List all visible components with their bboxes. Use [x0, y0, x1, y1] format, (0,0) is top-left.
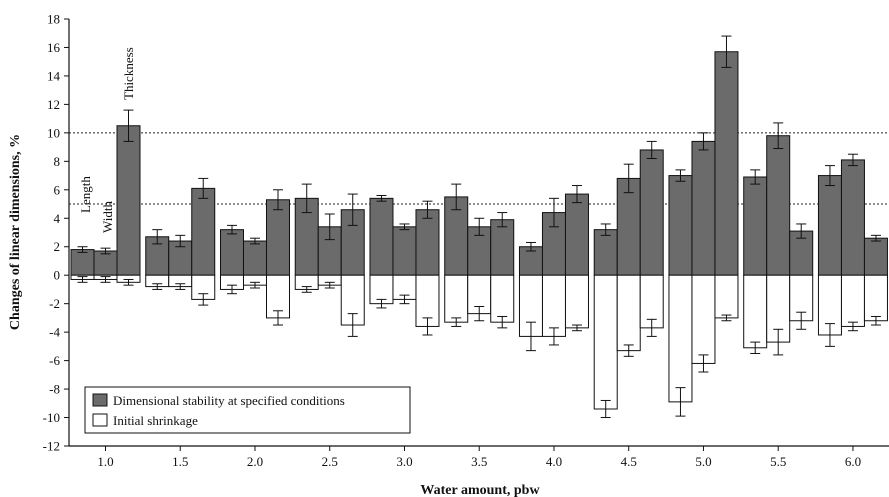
bar-dimensional-stability [817, 175, 842, 276]
bar-dimensional-stability [840, 159, 865, 276]
bar-dimensional-stability [392, 226, 417, 276]
bar-initial-shrinkage [490, 274, 515, 323]
x-axis-title: Water amount, pbw [420, 483, 540, 497]
x-tick-label: 1.0 [97, 454, 113, 469]
y-tick-label: 4 [54, 211, 61, 226]
legend-swatch-stability [92, 393, 108, 407]
y-tick-label: -4 [49, 325, 60, 340]
y-tick-label: 8 [54, 154, 61, 169]
y-tick-label: 12 [47, 97, 60, 112]
bar-dimensional-stability [116, 125, 141, 276]
x-tick-label: 6.0 [845, 454, 861, 469]
y-tick-label: 14 [47, 68, 61, 83]
bar-dimensional-stability [691, 140, 716, 276]
legend-swatch-shrinkage [92, 413, 108, 427]
bars [70, 35, 888, 419]
bar-dimensional-stability [564, 193, 589, 276]
y-axis-title: Changes of linear dimensions, % [8, 134, 23, 330]
bar-initial-shrinkage [714, 274, 739, 319]
x-tick-label: 5.0 [695, 454, 711, 469]
bar-annotations: Length Width Thickness [78, 47, 136, 233]
x-tick-label: 2.5 [322, 454, 338, 469]
y-tick-label: -6 [49, 353, 60, 368]
legend-label-shrinkage: Initial shrinkage [113, 413, 198, 428]
y-tick-label: -2 [49, 296, 60, 311]
legend-box [84, 386, 411, 434]
bar-initial-shrinkage [564, 274, 589, 329]
x-tick-label: 1.5 [172, 454, 188, 469]
y-tick-label: 6 [54, 182, 61, 197]
y-tick-label: 16 [47, 40, 61, 55]
bar-dimensional-stability [490, 219, 515, 276]
bar-dimensional-stability [369, 197, 394, 276]
bar-dimensional-stability [639, 149, 664, 276]
bar-dimensional-stability [219, 229, 244, 276]
bar-dimensional-stability [593, 229, 618, 276]
legend-label-stability: Dimensional stability at specified condi… [113, 393, 345, 408]
x-tick-label: 3.0 [396, 454, 412, 469]
bar-dimensional-stability [415, 209, 440, 276]
bar-initial-shrinkage [863, 274, 888, 322]
y-tick-label: -10 [43, 410, 60, 425]
bar-dimensional-stability [766, 135, 791, 276]
bar-initial-shrinkage [541, 274, 566, 337]
x-tick-label: 5.5 [770, 454, 786, 469]
bar-dimensional-stability [743, 176, 768, 276]
y-ticks: -12 -10 -8 -6 -4 -2 0 2 4 6 8 10 12 14 16 18 [43, 12, 69, 454]
bar-initial-shrinkage [840, 274, 865, 327]
x-tick-label: 2.0 [247, 454, 263, 469]
bar-dimensional-stability [70, 249, 95, 276]
x-tick-label: 4.5 [621, 454, 637, 469]
bar-initial-shrinkage [668, 274, 693, 403]
bar-dimensional-stability [265, 199, 290, 276]
y-tick-label: -12 [43, 439, 60, 454]
x-ticks: 1.0 1.5 2.0 2.5 3.0 3.5 4.0 4.5 5.0 5.5 6.0 [97, 446, 861, 469]
annotation-thickness: Thickness [121, 47, 136, 100]
y-tick-label: 0 [54, 268, 61, 283]
annotation-width: Width [100, 201, 115, 233]
bar-dimensional-stability [863, 237, 888, 276]
x-tick-label: 3.5 [471, 454, 487, 469]
bar-initial-shrinkage [444, 274, 469, 323]
y-tick-label: 2 [54, 239, 61, 254]
bar-initial-shrinkage [691, 274, 716, 364]
x-tick-label: 4.0 [546, 454, 562, 469]
bar-dimensional-stability [668, 175, 693, 276]
y-tick-label: 18 [47, 12, 60, 27]
annotation-length: Length [78, 176, 93, 213]
bar-initial-shrinkage [743, 274, 768, 349]
legend: Dimensional stability at specified condi… [84, 386, 411, 434]
bar-initial-shrinkage [593, 274, 618, 410]
y-tick-label: 10 [47, 125, 60, 140]
bar-dimensional-stability [242, 240, 267, 276]
bar-dimensional-stability [714, 51, 739, 276]
bar-dimensional-stability [191, 187, 216, 276]
bar-dimensional-stability [93, 250, 118, 276]
bar-initial-shrinkage [616, 274, 641, 352]
y-tick-label: -8 [49, 382, 60, 397]
